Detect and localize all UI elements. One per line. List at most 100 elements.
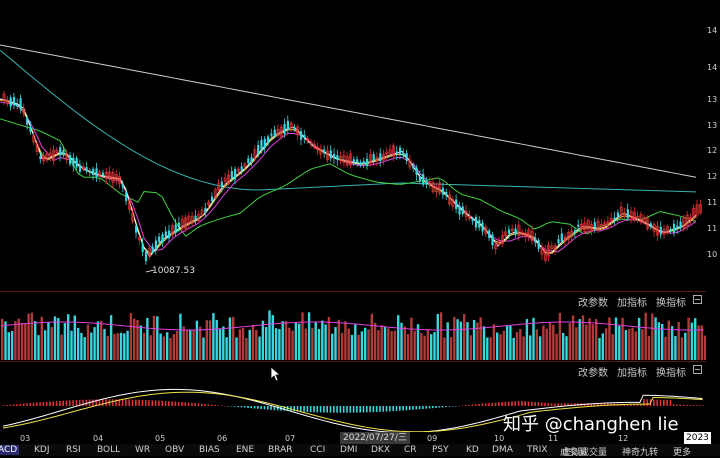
switch-indicator-button[interactable]: 换指标 <box>656 298 686 309</box>
candle <box>306 138 310 142</box>
minimize-icon[interactable] <box>693 365 702 374</box>
tab-rsi[interactable]: RSI <box>66 445 81 455</box>
candle <box>104 171 108 179</box>
candle <box>464 210 468 217</box>
month-label: 12 <box>618 434 629 443</box>
volume-bar <box>423 335 426 360</box>
tab-ene[interactable]: ENE <box>236 445 255 455</box>
macd-bar <box>220 405 223 407</box>
volume-chart[interactable] <box>0 308 707 360</box>
macd-bar <box>676 404 678 406</box>
macd-bar <box>501 402 503 406</box>
candle <box>247 158 250 164</box>
candle <box>679 221 682 228</box>
candle <box>319 148 323 155</box>
candle <box>197 214 201 221</box>
candle <box>669 228 672 232</box>
tab-virtual-volume[interactable]: 虚拟成交量 <box>562 448 608 458</box>
macd-bar <box>102 399 104 406</box>
macd-bar <box>164 401 167 406</box>
switch-indicator-button[interactable]: 换指标 <box>656 368 686 379</box>
macd-bar <box>184 402 187 406</box>
volume-bar <box>555 333 558 360</box>
candle <box>642 217 646 223</box>
tab-trix[interactable]: TRIX <box>527 445 548 455</box>
volume-bar <box>390 331 393 360</box>
macd-bar <box>95 399 97 406</box>
candle <box>458 205 461 215</box>
tab-cr[interactable]: CR <box>404 445 417 455</box>
tab-kdj[interactable]: KDJ <box>34 445 50 455</box>
volume-bar <box>661 324 664 360</box>
candle <box>570 230 574 238</box>
tab-dmi[interactable]: DMI <box>340 445 358 455</box>
tab-wr[interactable]: WR <box>135 445 151 455</box>
candle <box>534 238 537 243</box>
macd-bar <box>12 404 15 406</box>
tab-bias[interactable]: BIAS <box>199 445 220 455</box>
macd-bar <box>679 404 682 406</box>
candle <box>543 249 547 261</box>
candlestick-svg[interactable] <box>0 0 706 290</box>
tab-obv[interactable]: OBV <box>165 445 185 455</box>
macd-bar <box>158 400 160 406</box>
candle <box>527 229 531 236</box>
modify-params-button[interactable]: 改参数 <box>578 368 608 379</box>
add-indicator-button[interactable]: 加指标 <box>617 368 647 379</box>
candlestick-chart[interactable] <box>0 0 706 290</box>
macd-bar <box>191 402 193 406</box>
candle <box>349 153 353 166</box>
candle <box>39 156 42 159</box>
tab-cci[interactable]: CCI <box>310 445 326 455</box>
tab-volume[interactable]: 成交量 <box>560 448 588 458</box>
macd-bar <box>62 400 64 406</box>
macd-bar <box>240 406 243 408</box>
tab-acd[interactable]: ACD <box>0 445 20 455</box>
macd-bar <box>415 406 418 410</box>
volume-bar <box>598 337 601 360</box>
volume-bar <box>1 318 4 360</box>
tab-kd[interactable]: KD <box>466 445 479 455</box>
macd-bar <box>412 406 414 410</box>
macd-bar <box>669 400 672 406</box>
candle <box>540 247 544 255</box>
volume-bar <box>172 334 175 360</box>
candle <box>488 230 491 239</box>
macd-bar <box>293 406 295 412</box>
tab-brar[interactable]: BRAR <box>268 445 293 455</box>
volume-bar <box>380 325 383 360</box>
tab-magic-nine[interactable]: 神奇九转 <box>622 448 659 458</box>
volume-bar <box>690 322 694 360</box>
macd-bar <box>663 399 665 406</box>
dif-line <box>2 388 703 434</box>
add-indicator-button[interactable]: 加指标 <box>617 298 647 309</box>
candle <box>609 217 613 222</box>
candle <box>260 140 263 150</box>
tab-psy[interactable]: PSY <box>432 445 449 455</box>
candle <box>78 164 82 172</box>
macd-toolbar: 改参数 加指标 换指标 <box>0 361 706 379</box>
modify-params-button[interactable]: 改参数 <box>578 298 608 309</box>
volume-bar <box>166 332 169 360</box>
tab-more[interactable]: 更多 <box>673 448 692 458</box>
candle <box>243 163 247 168</box>
macd-chart[interactable] <box>0 378 706 434</box>
macd-bar <box>260 406 262 410</box>
macd-bar <box>128 399 130 406</box>
candle <box>141 243 144 253</box>
macd-bar <box>534 401 536 406</box>
volume-bar <box>400 322 403 360</box>
candle <box>5 100 9 104</box>
macd-bar <box>554 403 556 406</box>
tab-dkx[interactable]: DKX <box>371 445 390 455</box>
tab-boll[interactable]: BOLL <box>97 445 121 455</box>
volume-bar <box>327 317 331 360</box>
price-tick: 10 <box>707 250 718 259</box>
tab-dma[interactable]: DMA <box>492 445 513 455</box>
minimize-icon[interactable] <box>693 295 702 304</box>
volume-bar <box>116 333 119 360</box>
candle <box>154 240 157 250</box>
macd-bar <box>336 406 338 413</box>
volume-bar <box>364 327 367 360</box>
volume-bar <box>588 318 591 360</box>
